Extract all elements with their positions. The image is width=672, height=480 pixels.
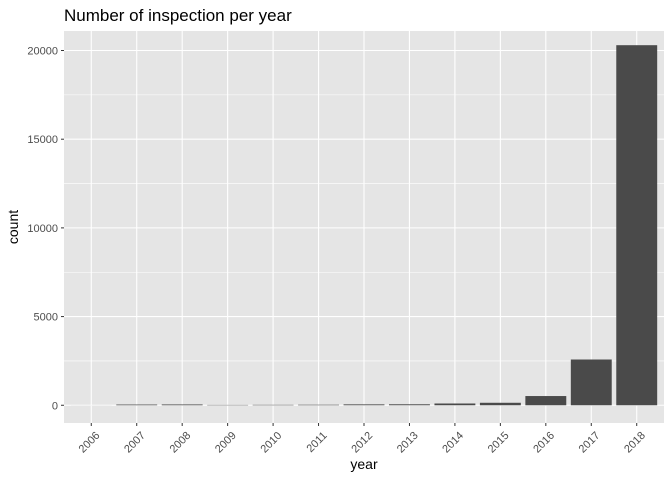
bar-2007	[116, 404, 158, 406]
x-tick-label: 2012	[349, 430, 375, 456]
x-tick-label: 2008	[168, 430, 194, 456]
y-tick-label: 5000	[34, 312, 58, 324]
bar-2011	[298, 404, 339, 406]
y-tick-label: 0	[52, 400, 58, 412]
bar-2018	[616, 45, 658, 406]
x-tick-label: 2018	[622, 430, 648, 456]
x-tick-label: 2011	[305, 430, 330, 455]
x-axis: 2006 2007 2008 2009 2010 2011 2012 2013 2014 2015…	[77, 423, 648, 456]
bar-2008	[161, 404, 203, 406]
x-tick-label: 2016	[531, 430, 557, 456]
y-axis: 0 5000 10000 15000 20000	[27, 46, 64, 412]
chart-title: Number of inspection per year	[64, 6, 292, 25]
x-tick-label: 2015	[486, 430, 512, 456]
x-tick-label: 2014	[440, 430, 466, 456]
x-tick-label: 2013	[395, 430, 421, 456]
x-tick-label: 2017	[577, 430, 603, 456]
bar-2014	[434, 403, 476, 406]
bar-2017	[570, 359, 612, 406]
x-tick-label: 2009	[213, 430, 239, 456]
bar-2015	[479, 402, 521, 406]
y-tick-label: 10000	[27, 223, 58, 235]
bar-2013	[389, 404, 430, 406]
bars	[70, 45, 658, 406]
x-axis-title: year	[350, 456, 378, 472]
bar-2016	[525, 396, 567, 406]
x-tick-label: 2006	[77, 430, 103, 456]
x-tick-label: 2010	[259, 430, 285, 456]
y-axis-title: count	[5, 210, 21, 244]
x-tick-label: 2007	[122, 430, 148, 456]
y-tick-label: 20000	[27, 46, 58, 58]
y-tick-label: 15000	[27, 134, 58, 146]
bar-2012	[343, 404, 385, 406]
